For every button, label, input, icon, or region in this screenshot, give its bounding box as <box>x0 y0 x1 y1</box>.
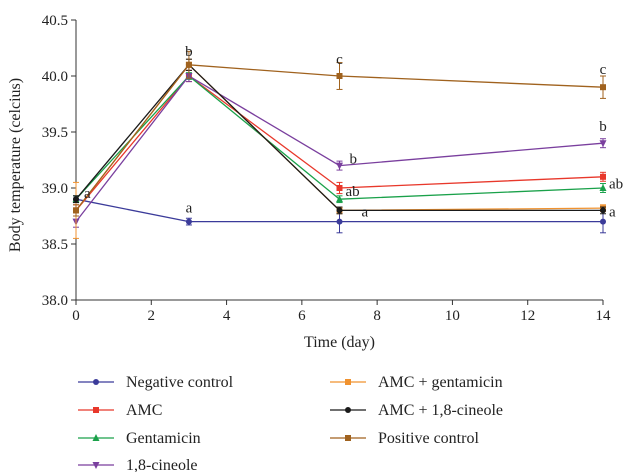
annotation-label: ab <box>346 184 360 200</box>
data-point <box>336 207 343 214</box>
legend-label: Positive control <box>378 430 479 447</box>
annotation-label: c <box>600 62 607 78</box>
data-point <box>185 218 192 225</box>
legend: Negative control AMC Gentamicin 1,8-cineole… <box>78 374 503 472</box>
x-axis-ticks: 0 2 4 6 8 10 12 14 <box>72 300 611 324</box>
x-tick-label: 8 <box>373 308 381 324</box>
data-point <box>345 407 351 413</box>
x-tick-label: 4 <box>223 308 231 324</box>
legend-label: Gentamicin <box>126 430 201 447</box>
annotation-label: c <box>336 52 343 68</box>
legend-label: 1,8-cineole <box>126 457 198 472</box>
series-line <box>75 64 604 211</box>
series-amc <box>73 69 606 217</box>
data-point <box>336 73 343 79</box>
legend-item: 1,8-cineole <box>78 457 198 472</box>
annotation-label: b <box>350 152 358 168</box>
x-tick-label: 2 <box>148 308 156 324</box>
data-point <box>345 379 351 385</box>
series-1-8-cineole <box>72 69 607 228</box>
series-line <box>75 75 604 211</box>
data-point <box>599 184 607 191</box>
y-tick-label: 38.0 <box>42 293 68 309</box>
series-positive-control <box>73 50 606 217</box>
data-point <box>600 218 606 225</box>
y-tick-label: 39.5 <box>42 125 68 141</box>
annotation-label: a <box>362 204 369 220</box>
legend-label: AMC + 1,8-cineole <box>378 402 503 419</box>
legend-item: AMC + gentamicin <box>330 374 503 391</box>
data-point <box>336 162 343 170</box>
annotation-label: ab <box>609 176 623 192</box>
x-axis-label: Time (day) <box>304 334 375 351</box>
y-axis-label: Body temperature (celcius) <box>7 78 24 252</box>
x-tick-label: 14 <box>596 308 612 324</box>
x-tick-label: 6 <box>298 308 306 324</box>
legend-item: Negative control <box>78 374 234 391</box>
y-tick-label: 38.5 <box>42 237 68 253</box>
y-axis-ticks: 38.0 38.5 39.0 39.5 40.0 40.5 <box>42 13 76 309</box>
annotation-label: a <box>609 204 616 220</box>
annotation-label: a <box>186 201 193 217</box>
data-point <box>600 173 606 180</box>
data-point <box>185 61 192 68</box>
legend-item: AMC <box>78 402 162 419</box>
data-point <box>92 434 100 441</box>
plot-area <box>72 50 607 239</box>
data-point <box>92 462 100 469</box>
series-line <box>75 63 603 212</box>
data-point <box>73 207 79 214</box>
data-point <box>93 407 99 413</box>
data-point <box>336 218 343 225</box>
x-tick-label: 10 <box>445 308 460 324</box>
legend-item: Positive control <box>330 430 479 447</box>
data-point <box>600 84 606 91</box>
y-tick-label: 40.5 <box>42 13 68 29</box>
data-point <box>600 207 606 214</box>
series-line <box>75 198 603 223</box>
legend-label: Negative control <box>126 374 234 391</box>
legend-item: Gentamicin <box>78 430 201 447</box>
data-point <box>93 379 99 385</box>
y-tick-label: 39.0 <box>42 181 68 197</box>
annotation-label: b <box>185 44 193 60</box>
data-point <box>599 140 607 148</box>
legend-label: AMC <box>126 402 162 419</box>
data-point <box>336 185 343 191</box>
chart-axes <box>75 20 603 301</box>
data-point <box>73 196 79 203</box>
legend-label: AMC + gentamicin <box>378 374 503 391</box>
annotation-label: a <box>84 186 91 202</box>
legend-item: AMC + 1,8-cineole <box>330 402 503 419</box>
series-line <box>75 75 604 222</box>
x-tick-label: 0 <box>72 308 80 324</box>
data-point <box>336 195 343 203</box>
annotation-label: b <box>599 119 607 135</box>
x-tick-label: 12 <box>520 308 535 324</box>
data-point <box>345 435 351 441</box>
y-tick-label: 40.0 <box>42 69 68 85</box>
